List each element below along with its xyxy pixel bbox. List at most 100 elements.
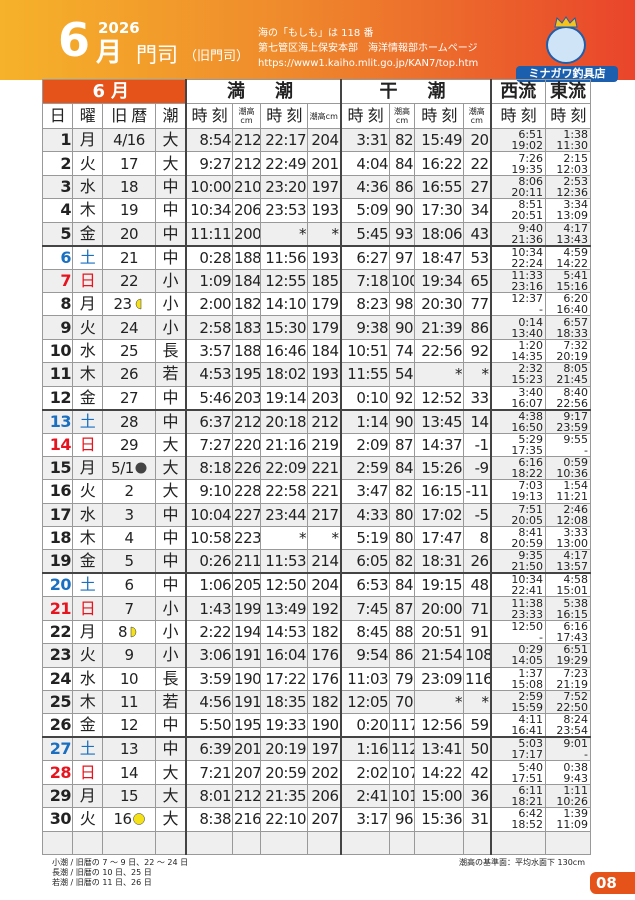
low1-time-cell: 11:55 — [339, 362, 391, 387]
low1-height-cell: 98 — [389, 291, 416, 317]
day-cell: 27 — [42, 736, 73, 762]
weekday-cell-text: 土 — [79, 739, 96, 759]
weekday-cell: 土 — [72, 736, 103, 762]
day-cell: 8 — [42, 291, 73, 317]
low2-height-cell: 42 — [463, 760, 492, 785]
high2-time-cell: 11:56 — [260, 245, 309, 270]
high1-height-cell-text: 184 — [234, 271, 261, 290]
high1-height-cell: 205 — [232, 572, 262, 598]
high2-height-cell: 197 — [307, 174, 342, 200]
tide-type-cell-text: 大 — [162, 458, 179, 478]
low1-height-cell: 80 — [389, 526, 416, 551]
high1-time-cell-text: 8:38 — [199, 810, 232, 829]
west-flow-cell: 12:50- — [489, 619, 547, 645]
high2-height-cell: 217 — [307, 502, 342, 528]
low1-time-cell: 9:54 — [339, 643, 391, 668]
table-row: 13 土 28 中 6:37 212 20:18 212 1:14 90 13:45 14 4:38 16… — [42, 409, 592, 434]
high2-height-cell: 202 — [307, 760, 342, 785]
high1-time-cell: 4:56 — [184, 690, 234, 715]
weekday-cell: 木 — [72, 198, 103, 223]
flow-time: 16:40 — [556, 304, 589, 316]
flow-time: 22:41 — [511, 585, 544, 597]
tide-type-cell: 中 — [154, 198, 187, 223]
weekday-cell: 火 — [72, 315, 103, 340]
url-link[interactable]: https://www1.kaiho.mlit.go.jp/KAN7/top.h… — [258, 58, 479, 69]
table-row: 10 水 25 長 3:57 188 16:46 184 10:51 74 22:56 92 1:20 1… — [42, 338, 592, 364]
high1-time-cell: 1:09 — [184, 268, 234, 293]
high2-time-cell: 23:53 — [260, 198, 309, 223]
low1-height-cell-text: 92 — [394, 388, 414, 407]
high1-time-cell: 0:28 — [184, 245, 234, 270]
low1-time-cell-text: 7:45 — [356, 599, 389, 618]
high1-height-cell-text: 195 — [234, 365, 261, 384]
low1-time-cell: 4:36 — [339, 174, 391, 200]
day-cell: 21 — [42, 596, 73, 621]
flow-time: 13:09 — [556, 210, 589, 222]
high1-time-cell-text: 7:21 — [199, 763, 232, 782]
low2-height-cell: 48 — [463, 572, 492, 598]
low2-height-cell-text: 116 — [465, 669, 491, 688]
tide-type-cell: 大 — [154, 479, 187, 504]
high1-time-cell: 4:53 — [184, 362, 234, 387]
flow-time: 21:36 — [511, 233, 544, 245]
day-cell: 18 — [42, 526, 73, 551]
high2-height-cell-text: 176 — [311, 669, 339, 688]
low2-time-cell: 14:22 — [414, 760, 465, 785]
flow-time: 3:34 — [563, 199, 589, 211]
high2-time-cell-text: * — [299, 529, 307, 548]
high2-height-cell-text: 201 — [311, 154, 339, 173]
low2-height-cell-text: 33 — [470, 388, 489, 407]
east-flow-cell: 5:38 16:15 — [545, 596, 592, 621]
flow-time: 21:50 — [511, 561, 544, 573]
old-calendar-cell: 8 — [102, 619, 156, 645]
high2-height-cell-text: 197 — [311, 740, 339, 759]
low1-time-cell-text: 3:47 — [356, 482, 389, 501]
high2-height-cell-text: 193 — [311, 365, 339, 384]
high2-height-cell-text: 176 — [311, 646, 339, 665]
day-cell: 16 — [42, 479, 73, 504]
day-cell: 7 — [42, 268, 73, 293]
low1-time-cell-text: 5:19 — [356, 529, 389, 548]
old-calendar-cell: 6 — [102, 572, 156, 598]
tide-type-cell: 大 — [154, 432, 187, 457]
flow-time: 0:29 — [518, 644, 544, 656]
low2-height-cell-text: 92 — [470, 341, 489, 360]
high1-time-cell-text: 2:00 — [199, 295, 232, 314]
flow-time: 21:19 — [556, 678, 589, 690]
low2-height-cell-text: 20 — [470, 131, 489, 150]
low1-time-cell-text: 9:38 — [356, 318, 389, 337]
high1-height-cell: 228 — [232, 479, 262, 504]
low2-height-cell: * — [463, 362, 492, 387]
flow-time: 1:38 — [563, 129, 589, 141]
high1-height-cell-text: 188 — [234, 248, 261, 267]
west-flow-cell: 0:29 14:05 — [489, 643, 547, 668]
weekday-cell-text: 日 — [79, 762, 96, 782]
flow-time: 20:05 — [511, 514, 544, 526]
old-calendar-cell-text: 26 — [119, 365, 139, 384]
flow-time: 17:35 — [511, 444, 544, 456]
low1-time-cell-text: 9:54 — [356, 646, 389, 665]
table-row: 6 土 21 中 0:28 188 11:56 193 6:27 97 18:47 53 10:34 22… — [42, 245, 592, 270]
east-flow-cell: 4:59 14:22 — [545, 245, 592, 270]
day-cell-text: 1 — [60, 130, 71, 150]
old-calendar-cell: 17 — [102, 151, 156, 176]
high1-time-cell-text: 1:06 — [199, 576, 232, 595]
low1-height-cell-text: 88 — [394, 623, 414, 642]
high1-height-cell: 203 — [232, 385, 262, 411]
high2-height-cell: 212 — [307, 409, 342, 434]
weekday-cell: 水 — [72, 338, 103, 364]
high2-time-cell-text: 20:59 — [265, 763, 307, 782]
day-cell: 5 — [42, 221, 73, 247]
tide-type-cell: 小 — [154, 291, 187, 317]
east-flow-cell: 6:51 19:29 — [545, 643, 592, 668]
empty-row — [42, 830, 592, 855]
old-calendar-cell-text: 3 — [124, 505, 134, 524]
high2-time-cell-text: 15:30 — [265, 318, 307, 337]
flow-time: 1:54 — [563, 480, 589, 492]
tide-type-cell-text: 中 — [162, 176, 179, 196]
low1-height-cell-text: 82 — [394, 482, 414, 501]
low1-time-cell: 3:47 — [339, 479, 391, 504]
tide-type-cell-text: 大 — [162, 153, 179, 173]
low1-time-cell-text: 1:16 — [356, 740, 389, 759]
old-calendar-cell: 24 — [102, 315, 156, 340]
